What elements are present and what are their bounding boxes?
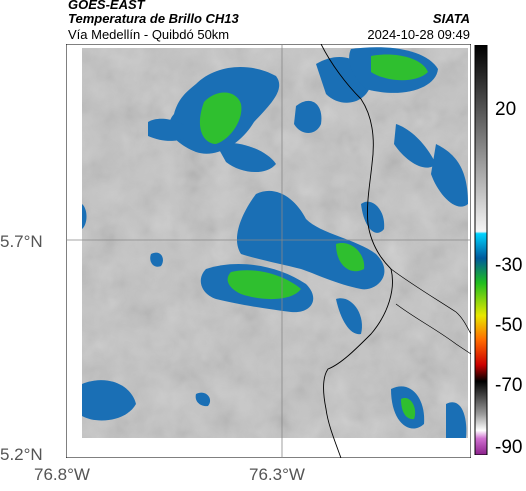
- timestamp-label: 2024-10-28 09:49: [367, 27, 470, 42]
- colorbar-label-minus50: -50: [495, 315, 523, 336]
- lat-label-5.2: 5.2°N: [0, 445, 43, 464]
- colorbar-label-minus70: -70: [495, 375, 523, 396]
- lat-label-5.7: 5.7°N: [0, 232, 43, 251]
- colorbar-label-minus30: -30: [495, 255, 523, 276]
- product-title: Temperatura de Brillo CH13: [68, 11, 239, 26]
- border-line-2: [395, 303, 471, 355]
- lon-label-76.8: 76.8°W: [34, 465, 90, 484]
- coastline: [320, 44, 393, 458]
- satellite-map: [66, 44, 471, 458]
- border-line: [390, 268, 471, 335]
- brand-label: SIATA: [432, 11, 470, 26]
- cloud-clusters: [82, 47, 468, 438]
- satellite-title: GOES-EAST: [68, 0, 145, 12]
- colorbar-label-minus90: -90: [495, 437, 523, 458]
- colorbar: [474, 45, 488, 455]
- lon-label-76.3: 76.3°W: [249, 465, 305, 484]
- colorbar-label-20: 20: [495, 99, 517, 120]
- route-label: Vía Medellín - Quibdó 50km: [68, 27, 230, 42]
